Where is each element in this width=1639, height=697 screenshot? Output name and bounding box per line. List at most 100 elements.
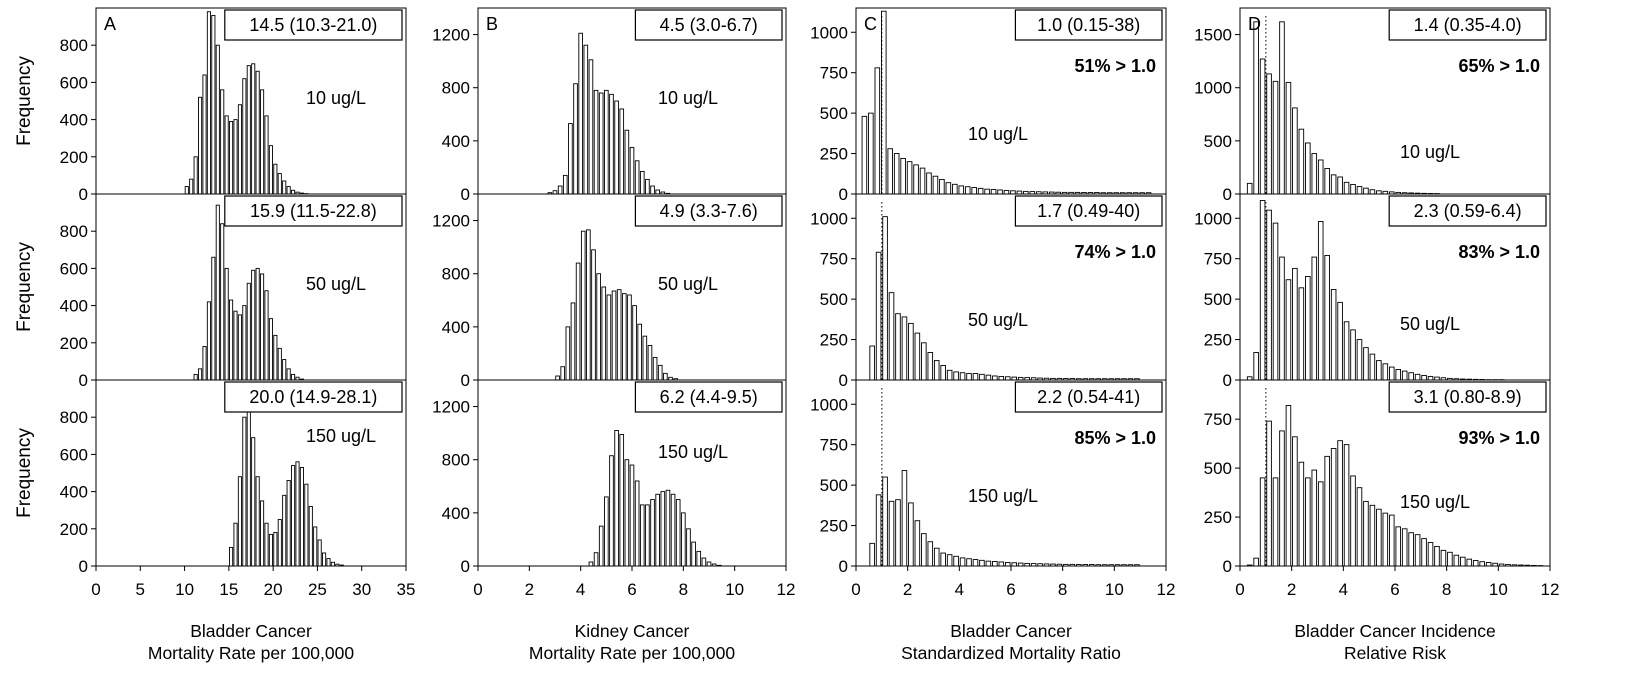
x-tick-label: 12 <box>777 580 796 599</box>
histogram-bar <box>604 89 609 195</box>
histogram-bar <box>273 163 278 195</box>
dose-label: 150 ug/L <box>306 426 376 446</box>
histogram-bar <box>1408 372 1414 381</box>
histogram-bar <box>1127 564 1134 567</box>
dose-label: 10 ug/L <box>1400 142 1460 162</box>
y-tick-label: 1000 <box>810 209 848 228</box>
histogram-bar <box>1421 538 1427 567</box>
histogram-bar <box>895 499 901 567</box>
histogram-bar <box>1311 469 1318 567</box>
histogram-bar <box>1356 487 1363 567</box>
histogram-bar <box>1479 561 1485 567</box>
histogram-bar <box>933 360 940 381</box>
histogram-bar <box>255 476 260 567</box>
histogram-bar <box>322 552 327 567</box>
histogram-bar <box>706 561 712 567</box>
histogram-bar <box>1427 375 1434 381</box>
histogram-bar <box>655 189 660 195</box>
histogram-bar <box>619 108 625 195</box>
histogram-bar <box>598 92 604 195</box>
dose-label: 50 ug/L <box>658 274 718 294</box>
histogram-bar <box>1363 187 1369 195</box>
histogram-bar <box>1356 339 1363 381</box>
histogram-bar <box>588 59 594 195</box>
histogram-bar <box>979 559 985 567</box>
histogram-bar <box>665 489 671 567</box>
ci-box <box>1014 195 1163 227</box>
histogram-bar <box>242 305 247 381</box>
histogram-bar <box>900 157 906 195</box>
histogram-bar <box>560 366 565 381</box>
histogram-bar <box>1305 276 1311 381</box>
histogram-bar <box>304 483 309 567</box>
ci-box <box>224 381 403 413</box>
y-tick-label: 0 <box>839 371 848 390</box>
histogram-bar <box>985 560 992 567</box>
histogram-bar <box>1330 288 1337 381</box>
histogram-bar <box>273 532 278 567</box>
histogram-bar <box>875 494 882 567</box>
x-tick-label: 2 <box>525 580 534 599</box>
histogram-bar <box>1043 563 1050 567</box>
histogram-bar <box>1114 564 1121 567</box>
y-tick-label: 250 <box>1204 331 1232 350</box>
histogram-bar <box>914 520 921 567</box>
histogram-bar <box>1017 562 1024 567</box>
histogram-bar <box>1266 73 1272 195</box>
histogram-bar <box>868 112 874 195</box>
ci-box <box>1388 9 1547 41</box>
histogram-bar <box>215 44 220 195</box>
histogram-bar <box>624 129 630 195</box>
histogram-bar <box>215 204 220 381</box>
histogram-bar <box>958 185 965 195</box>
histogram-bar <box>1337 301 1343 381</box>
histogram-bar <box>869 345 875 381</box>
histogram-bar <box>1246 564 1253 567</box>
histogram-bar <box>1466 558 1473 567</box>
y-tick-label: 400 <box>60 297 88 316</box>
x-tick-label: 20 <box>264 580 283 599</box>
histogram-bar <box>964 186 971 195</box>
histogram-bar <box>609 93 614 195</box>
y-axis-label: Frequency <box>14 242 35 332</box>
y-tick-label: 200 <box>60 520 88 539</box>
histogram-bar <box>921 342 927 381</box>
y-tick-label: 800 <box>60 222 88 241</box>
histogram-bar <box>1134 564 1140 567</box>
histogram-bar <box>224 267 229 381</box>
histogram-bar <box>874 67 881 195</box>
histogram-bar <box>1324 168 1330 195</box>
histogram-bar <box>604 496 609 567</box>
y-tick-label: 200 <box>60 148 88 167</box>
histogram-bar <box>609 455 614 567</box>
histogram-bar <box>229 299 234 381</box>
histogram-bar <box>282 494 287 567</box>
histogram-bar <box>645 178 650 195</box>
histogram-bar <box>286 368 291 381</box>
histogram-bar <box>286 186 291 195</box>
histogram-bar <box>952 183 958 195</box>
histogram-bar <box>1121 564 1127 567</box>
histogram-bar <box>1292 107 1298 195</box>
histogram-bar <box>1246 182 1253 195</box>
histogram-bar <box>624 459 630 567</box>
histogram-bar <box>1279 430 1285 567</box>
histogram-bar <box>565 326 571 381</box>
histogram-bar <box>211 14 216 195</box>
histogram-bar <box>1447 551 1453 567</box>
histogram-bar <box>1298 287 1305 381</box>
ci-annotation: 15.9 (11.5-22.8) <box>250 201 377 221</box>
histogram-bar <box>1272 80 1279 195</box>
y-tick-label: 1200 <box>432 398 470 417</box>
histogram-bar <box>1395 369 1402 381</box>
panel-letter: C <box>864 14 877 34</box>
histogram-bar <box>616 289 622 381</box>
y-tick-label: 400 <box>442 318 470 337</box>
histogram-bar <box>1324 255 1330 381</box>
histogram-bar <box>282 359 287 381</box>
histogram-bar <box>914 332 921 381</box>
histogram-bar <box>984 188 990 195</box>
histogram-bar <box>1350 329 1356 381</box>
histogram-bar <box>906 161 913 195</box>
histogram-bar <box>1531 564 1537 567</box>
